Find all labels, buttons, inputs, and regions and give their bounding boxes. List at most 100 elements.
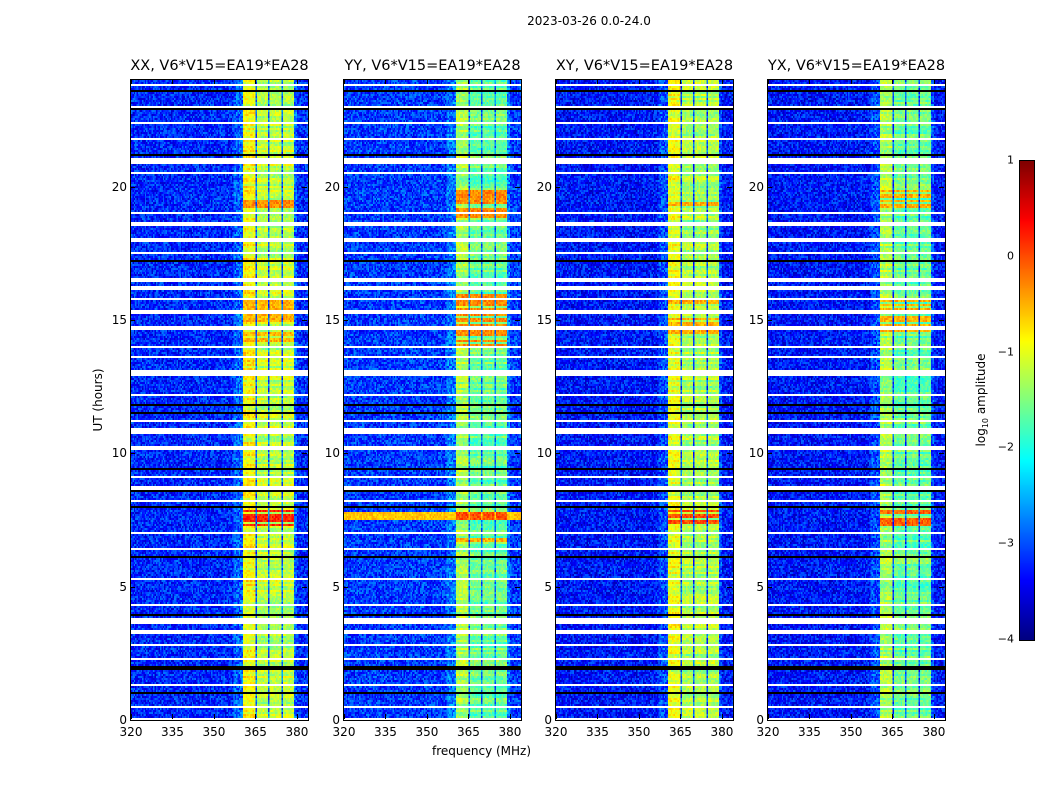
- x-tick-mark: [172, 79, 174, 84]
- panel-title: XY, V6*V15=EA19*EA28: [555, 58, 734, 74]
- x-tick-mark: [809, 714, 811, 719]
- heatmap-panel: YY, V6*V15=EA19*EA28 320 335 350 365 380 0 5 10 1…: [325, 58, 522, 739]
- y-tick-mark: [343, 453, 348, 455]
- colorbar-label-suffix: amplitude: [973, 353, 988, 418]
- x-tick-label: 320: [332, 725, 356, 739]
- y-tick-mark: [302, 186, 307, 188]
- y-tick-mark: [302, 453, 307, 455]
- x-tick-label: 380: [922, 725, 946, 739]
- y-tick-label: 0: [332, 713, 340, 727]
- x-tick-label: 365: [881, 725, 904, 739]
- y-tick-label: 0: [119, 713, 127, 727]
- x-tick-mark: [468, 79, 470, 84]
- y-tick-mark: [727, 720, 732, 721]
- colorbar-tick-label: 1: [1007, 153, 1014, 167]
- colorbar-tick-label: −2: [997, 440, 1014, 454]
- y-tick-mark: [767, 453, 772, 455]
- y-tick-mark: [302, 586, 307, 588]
- x-tick-mark: [638, 79, 640, 84]
- panel-title: YY, V6*V15=EA19*EA28: [344, 58, 521, 74]
- y-tick-label: 10: [324, 446, 340, 461]
- y-tick-mark: [555, 453, 560, 455]
- x-tick-mark: [385, 79, 387, 84]
- y-tick-mark: [727, 186, 732, 188]
- y-tick-mark: [555, 320, 560, 321]
- y-tick-mark: [130, 453, 135, 455]
- x-tick-mark: [385, 714, 387, 719]
- x-tick-mark: [892, 79, 894, 84]
- y-tick-mark: [939, 320, 944, 321]
- x-tick-mark: [597, 714, 599, 719]
- y-tick-label: 20: [324, 179, 340, 194]
- y-tick-mark: [515, 586, 520, 588]
- x-tick-label: 335: [374, 725, 397, 739]
- y-tick-mark: [343, 586, 348, 588]
- y-tick-mark: [555, 186, 560, 188]
- y-tick-mark: [555, 586, 560, 588]
- y-tick-mark: [515, 453, 520, 455]
- x-tick-mark: [131, 714, 132, 719]
- x-tick-label: 380: [710, 725, 734, 739]
- x-tick-mark: [892, 714, 894, 719]
- y-tick-mark: [727, 586, 732, 588]
- x-tick-label: 335: [161, 725, 184, 739]
- y-tick-mark: [727, 320, 732, 321]
- y-tick-mark: [515, 320, 520, 321]
- x-tick-mark: [597, 79, 599, 84]
- y-tick-label: 15: [748, 313, 764, 327]
- x-tick-mark: [933, 79, 935, 84]
- colorbar-label-sub: 10: [981, 417, 991, 429]
- y-tick-mark: [767, 720, 772, 721]
- y-tick-label: 0: [544, 713, 552, 727]
- x-tick-mark: [468, 714, 470, 719]
- x-tick-label: 320: [756, 725, 780, 739]
- x-tick-mark: [850, 714, 852, 719]
- y-tick-mark: [767, 186, 772, 188]
- y-tick-mark: [343, 720, 348, 721]
- x-tick-label: 350: [627, 725, 651, 739]
- y-tick-label: 0: [756, 713, 764, 727]
- y-tick-mark: [302, 720, 307, 721]
- y-tick-mark: [130, 186, 135, 188]
- x-tick-mark: [296, 714, 298, 719]
- y-tick-label: 5: [119, 579, 127, 594]
- y-tick-mark: [939, 586, 944, 588]
- y-tick-mark: [130, 720, 135, 721]
- colorbar-label-prefix: log: [973, 428, 988, 447]
- x-tick-mark: [426, 79, 428, 84]
- x-tick-mark: [131, 79, 132, 84]
- x-tick-label: 335: [586, 725, 609, 739]
- y-tick-label: 20: [748, 179, 764, 194]
- x-tick-label: 380: [498, 725, 522, 739]
- x-tick-mark: [213, 714, 215, 719]
- colorbar-tick-label: −4: [997, 632, 1014, 646]
- y-tick-mark: [515, 720, 520, 721]
- x-tick-mark: [344, 714, 345, 719]
- x-tick-label: 320: [119, 725, 143, 739]
- y-tick-mark: [555, 720, 560, 721]
- colorbar-tick-label: 0: [1007, 249, 1014, 263]
- x-tick-mark: [721, 714, 723, 719]
- colorbar-label: log10 amplitude: [974, 354, 990, 447]
- y-tick-mark: [343, 320, 348, 321]
- x-tick-label: 365: [457, 725, 480, 739]
- y-tick-label: 10: [536, 446, 552, 461]
- y-tick-mark: [939, 453, 944, 455]
- y-tick-mark: [767, 320, 772, 321]
- colorbar-tick-label: −1: [997, 345, 1014, 359]
- x-tick-label: 380: [285, 725, 309, 739]
- panel-title: YX, V6*V15=EA19*EA28: [767, 58, 946, 74]
- x-tick-mark: [255, 714, 257, 719]
- y-tick-label: 15: [111, 313, 127, 327]
- heatmap-image: [344, 80, 521, 720]
- x-tick-mark: [638, 714, 640, 719]
- y-tick-label: 10: [748, 446, 764, 461]
- x-tick-mark: [809, 79, 811, 84]
- x-tick-label: 335: [798, 725, 821, 739]
- x-tick-label: 350: [415, 725, 439, 739]
- y-tick-label: 20: [111, 179, 127, 194]
- heatmap-image: [131, 80, 308, 720]
- y-tick-mark: [130, 320, 135, 321]
- y-tick-mark: [343, 186, 348, 188]
- y-tick-mark: [515, 186, 520, 188]
